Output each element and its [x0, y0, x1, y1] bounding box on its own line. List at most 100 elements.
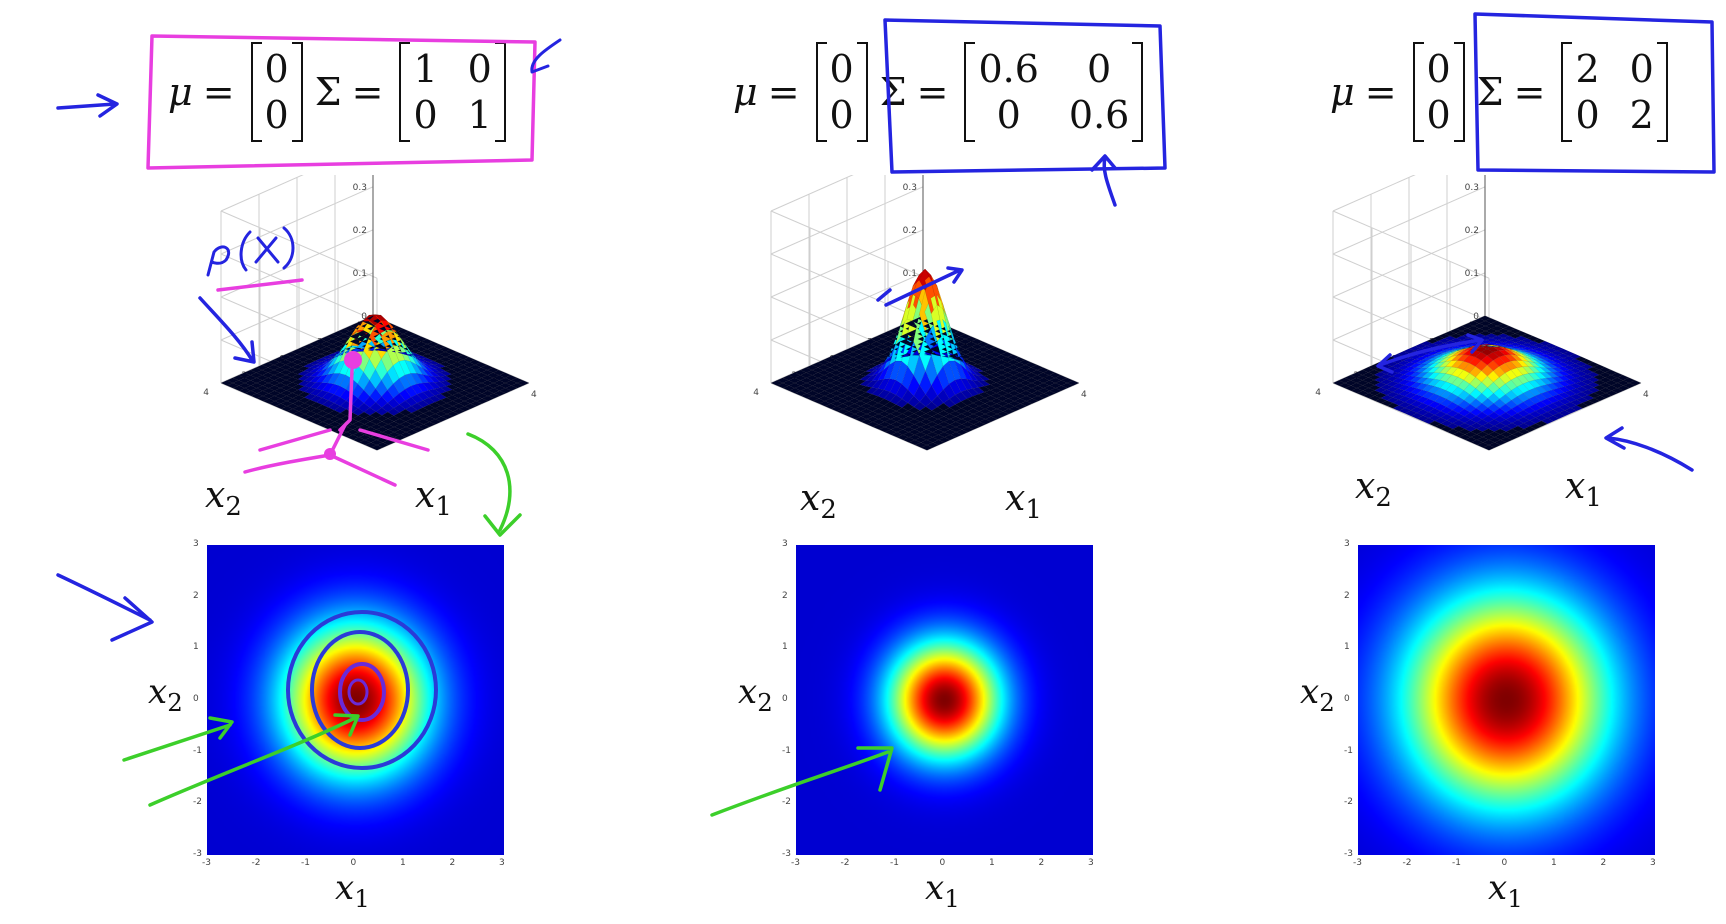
grid-line — [220, 175, 304, 212]
heatmap-2-x1-label: x1 — [925, 868, 960, 913]
sigma-entry: 1 — [467, 93, 492, 137]
sigma-entry: 2 — [1629, 93, 1654, 137]
heatmap-y-tick: 3 — [193, 539, 199, 549]
heatmap-y-tick: -3 — [1344, 849, 1353, 859]
sigma-entry: 0 — [996, 93, 1021, 137]
heatmap-y-tick: -3 — [782, 849, 791, 859]
surface-1-x1-label: x1 — [415, 475, 452, 523]
z-tick-label: 0.3 — [353, 183, 367, 193]
surface-patch — [1529, 423, 1543, 430]
y-tick-label: 4 — [1315, 388, 1321, 398]
mu-entry: 0 — [264, 47, 289, 91]
grid-line — [1332, 175, 1416, 212]
mu-entry: 0 — [1426, 93, 1451, 137]
surface-patch — [1616, 385, 1630, 391]
heatmap-2 — [796, 545, 1093, 855]
heatmap-x-tick: 2 — [1038, 858, 1045, 868]
surface-patch — [1500, 436, 1513, 443]
z-tick-label: 0.3 — [903, 183, 917, 193]
heatmap-y-tick: -2 — [193, 797, 202, 808]
surface-patch — [1576, 402, 1589, 409]
surface-1-x2-label: x2 — [205, 475, 242, 523]
mu-vector: 0 0 — [1412, 42, 1465, 142]
y-tick-label: 4 — [203, 388, 209, 398]
heatmap-y-tick: 0 — [193, 694, 199, 704]
mu-entry: 0 — [829, 93, 854, 137]
surface-patch — [1523, 426, 1537, 433]
z-tick-label: 0.1 — [353, 269, 367, 279]
z-tick-label: 0 — [1473, 312, 1479, 322]
grid-line — [1332, 382, 1490, 451]
heatmap-1 — [207, 545, 504, 855]
blue-tick-icon — [530, 38, 562, 74]
heatmap-x-tick: -2 — [840, 858, 850, 868]
z-tick-label: 0.2 — [353, 226, 367, 236]
mu-vector: 0 0 — [250, 42, 303, 142]
surface-patch — [1019, 400, 1033, 407]
heatmap-x-tick: -2 — [1402, 858, 1412, 868]
heatmap-x-tick: -3 — [202, 858, 211, 868]
formula-3: μ = 0 0 Σ = 2 0 0 2 — [1330, 42, 1674, 142]
mu-symbol: μ — [168, 70, 193, 114]
x-tick-label: 4 — [1081, 390, 1087, 400]
mu-symbol: μ — [1330, 70, 1355, 114]
equals-sign: = — [1513, 70, 1546, 114]
heatmap-2-x2-label: x2 — [738, 672, 773, 717]
heatmap-y-tick: -1 — [782, 745, 791, 756]
z-tick-label: 0.1 — [1465, 269, 1479, 279]
heatmap-y-tick: 1 — [1344, 642, 1350, 653]
equals-sign: = — [916, 70, 949, 114]
equals-sign: = — [351, 70, 384, 114]
sigma-entry: 0 — [1629, 47, 1654, 91]
sigma-symbol: Σ — [1476, 70, 1504, 114]
z-tick-label: 0.1 — [903, 269, 917, 279]
heatmap-x-tick: -3 — [791, 858, 800, 868]
surface-plot-3: 00.10.20.30.4-4-2024-4-2024 — [1315, 175, 1649, 451]
surface-patch — [481, 395, 495, 402]
blue-arrow-icon — [56, 93, 119, 118]
heatmap-x-tick: 1 — [1551, 858, 1557, 868]
mu-entry: 0 — [264, 93, 289, 137]
z-tick-label: 0 — [361, 312, 367, 322]
heatmap-x-tick: -2 — [251, 858, 261, 868]
z-tick-label: 0.3 — [1465, 183, 1479, 193]
formula-2: μ = 0 0 Σ = 0.6 0 0 0.6 — [733, 42, 1149, 142]
heatmap-x-tick: -1 — [890, 858, 899, 868]
sigma-entry: 0.6 — [978, 47, 1039, 91]
sigma-entry: 2 — [1575, 47, 1600, 91]
surface-patch — [1599, 392, 1613, 399]
sigma-entry: 0.6 — [1068, 93, 1130, 137]
mu-symbol: μ — [733, 70, 758, 114]
y-tick-label: 4 — [753, 388, 759, 398]
equals-sign: = — [767, 70, 800, 114]
heatmap-x-tick: 0 — [350, 858, 357, 868]
equals-sign: = — [202, 70, 235, 114]
heatmap-x-tick: 3 — [1088, 858, 1094, 868]
surface-patch — [516, 380, 530, 386]
heatmap-x-tick: -1 — [301, 858, 310, 868]
mu-entry: 0 — [1426, 47, 1451, 91]
surface-3-x2-label: x2 — [1355, 466, 1392, 514]
heatmap-3-x1-label: x1 — [1488, 868, 1523, 913]
sigma-matrix: 0.6 0 0 0.6 — [964, 42, 1144, 142]
surface-patch — [1008, 406, 1022, 412]
sigma-matrix: 1 0 0 1 — [399, 42, 506, 142]
heatmap-y-tick: -2 — [1344, 797, 1353, 808]
surface-patch — [961, 426, 975, 433]
heatmap-y-tick: 2 — [782, 590, 788, 601]
surface-plot-2: 00.10.20.30.4-4-2024-4-2024 — [753, 175, 1087, 451]
heatmap-x-tick: -1 — [1452, 858, 1461, 868]
heatmap-y-tick: 2 — [193, 590, 199, 601]
x-tick-label: 4 — [531, 390, 537, 400]
surface-patch — [1558, 410, 1572, 417]
surface-mesh — [220, 314, 530, 451]
heatmap-y-tick: -1 — [1344, 745, 1353, 756]
surface-mesh — [1332, 315, 1642, 451]
heatmap-x-tick: 1 — [400, 858, 406, 868]
heatmap-x-tick: 3 — [499, 858, 505, 868]
heatmap-y-tick: 2 — [1344, 590, 1350, 601]
sigma-symbol: Σ — [879, 70, 907, 114]
heatmap-y-tick: -2 — [782, 797, 791, 808]
surface-patch — [446, 411, 460, 417]
heatmap-1-x1-label: x1 — [335, 868, 370, 913]
